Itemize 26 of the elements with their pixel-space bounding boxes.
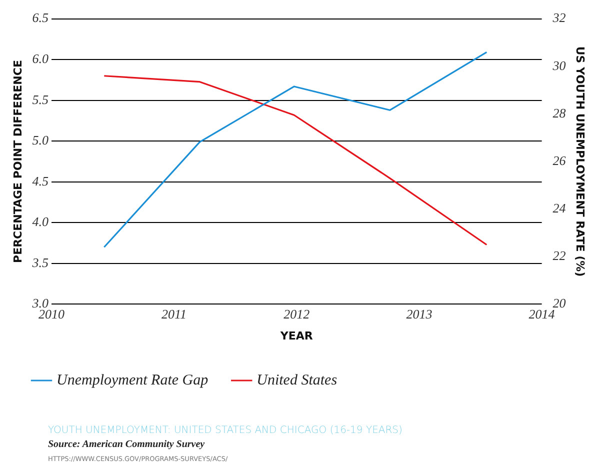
x-tick-label: 2014 xyxy=(528,306,556,322)
y-tick-label: 5.0 xyxy=(32,132,49,148)
y-tick-label: 3.0 xyxy=(31,296,49,311)
y2-tick-label: 24 xyxy=(552,200,566,216)
x-tick-label: 2011 xyxy=(162,306,187,322)
y-tick-label: 4.0 xyxy=(32,214,49,230)
y2-tick-label: 22 xyxy=(552,248,566,264)
source-note: Source: American Community Survey xyxy=(48,438,206,452)
y-tick-label: 6.5 xyxy=(32,10,49,26)
y2-tick-label: 32 xyxy=(552,10,566,26)
x-tick-label: 2012 xyxy=(284,306,310,322)
y2-tick-label: 26 xyxy=(552,152,566,168)
y-tick-label: 5.5 xyxy=(32,92,49,107)
y2-tick-label: 20 xyxy=(552,296,566,311)
text: YOUTH UNEMPLOYMENT: UNITED STATES AND CHICAGO (16-19 YEARS) xyxy=(48,424,404,438)
legend-label: United States xyxy=(256,372,338,388)
y-tick-label: 6.0 xyxy=(32,50,49,66)
y2-tick-label: 28 xyxy=(552,105,566,120)
y-tick-label: 3.5 xyxy=(31,254,49,270)
y-tick-label: 4.5 xyxy=(32,173,49,188)
legend-label: Unemployment Rate Gap xyxy=(56,372,209,388)
y2-tick-label: 30 xyxy=(552,58,566,73)
x-tick-label: 2013 xyxy=(406,306,433,322)
x-axis-title: YEAR xyxy=(279,329,314,342)
y-axis-title: PERCENTAGE POINT DIFFERENCE xyxy=(11,60,24,263)
y2-axis-title: US YOUTH UNEMPLOYMENT RATE (%) xyxy=(574,46,587,277)
